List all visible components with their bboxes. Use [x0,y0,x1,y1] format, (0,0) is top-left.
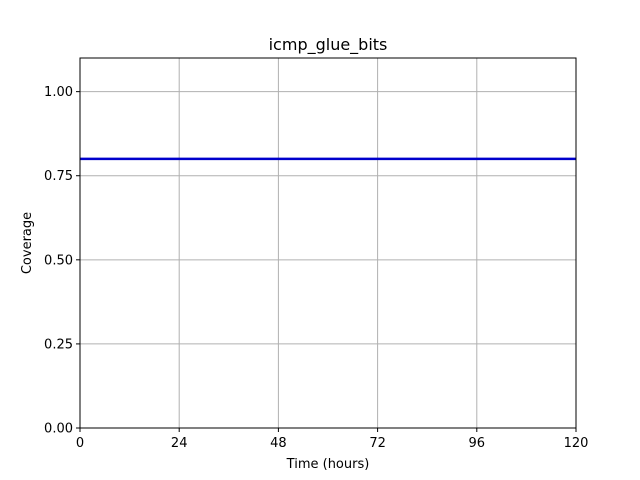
y-tick-label: 0.75 [44,169,73,184]
x-tick-label: 24 [171,436,188,451]
ticks: 0 24 48 72 96 120 0.00 0.25 0.50 0.75 1.00 [44,85,588,451]
x-tick-label: 72 [369,436,386,451]
x-tick-label: 120 [564,436,589,451]
x-tick-label: 0 [76,436,84,451]
y-tick-label: 0.50 [44,253,73,268]
y-tick-label: 0.25 [44,337,73,352]
y-axis-label: Coverage [20,212,35,274]
x-tick-label: 48 [270,436,287,451]
x-tick-label: 96 [469,436,486,451]
y-tick-label: 1.00 [44,85,73,100]
x-axis-label: Time (hours) [286,457,370,472]
plot-frame [79,57,577,429]
y-tick-label: 0.00 [44,422,73,437]
chart-title: icmp_glue_bits [269,35,388,55]
grid [79,58,577,429]
